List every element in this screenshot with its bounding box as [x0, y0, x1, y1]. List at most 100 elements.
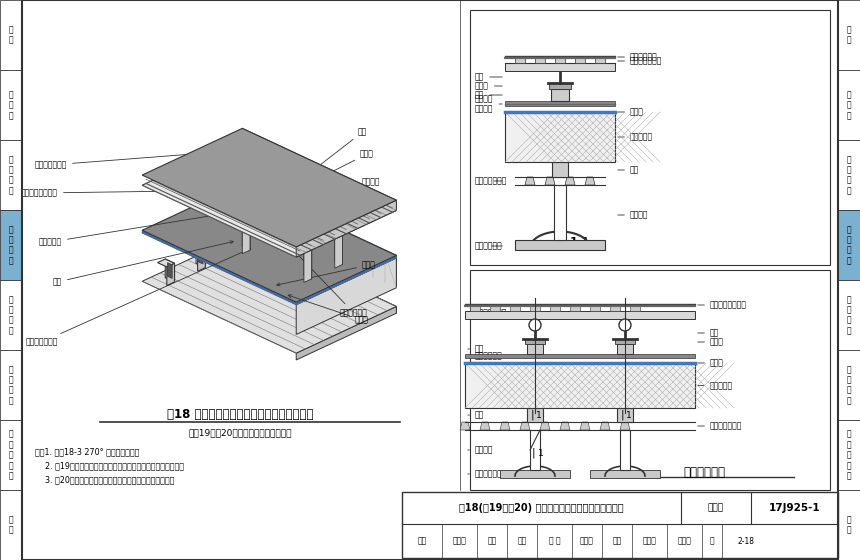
Polygon shape	[157, 259, 175, 267]
Bar	[838, 0, 860, 70]
Polygon shape	[565, 177, 575, 185]
Polygon shape	[235, 217, 250, 224]
Bar	[527, 344, 543, 354]
Polygon shape	[266, 203, 281, 209]
Text: 衬檩: 衬檩	[475, 91, 502, 100]
Circle shape	[619, 319, 631, 331]
Bar	[527, 408, 543, 422]
Bar	[515, 58, 525, 63]
Text: 衬檩: 衬檩	[288, 200, 374, 212]
Polygon shape	[142, 235, 396, 353]
Text: 林 莉: 林 莉	[549, 536, 561, 545]
Text: 屋面承重结构: 屋面承重结构	[468, 469, 503, 478]
Text: 防水卷材泛水: 防水卷材泛水	[468, 352, 503, 361]
Polygon shape	[525, 177, 535, 185]
Text: 常
用
板
型
表: 常 用 板 型 表	[847, 430, 851, 480]
Bar	[470, 270, 830, 490]
Text: 1: 1	[626, 410, 632, 419]
Polygon shape	[540, 422, 550, 430]
Polygon shape	[271, 188, 283, 197]
Text: 支架: 支架	[287, 128, 367, 190]
Bar	[838, 280, 860, 350]
Bar	[515, 240, 605, 250]
Text: 底
面
构
造: 底 面 构 造	[847, 365, 851, 405]
Polygon shape	[243, 235, 396, 313]
Polygon shape	[580, 422, 590, 430]
Polygon shape	[620, 422, 630, 430]
Text: 隔离垫: 隔离垫	[475, 82, 502, 91]
Text: 防水层或防水垫层: 防水层或防水垫层	[697, 301, 747, 310]
Text: |: |	[621, 410, 624, 420]
Polygon shape	[243, 221, 250, 254]
Polygon shape	[227, 227, 244, 235]
Polygon shape	[520, 422, 530, 430]
Polygon shape	[188, 245, 206, 253]
Bar	[0, 210, 22, 280]
Bar	[465, 354, 695, 358]
Text: 十十百: 十十百	[580, 536, 594, 545]
Polygon shape	[165, 259, 175, 282]
Bar	[610, 306, 620, 311]
Text: 防水卷材泛水: 防水卷材泛水	[276, 232, 368, 318]
Polygon shape	[273, 195, 281, 206]
Polygon shape	[142, 184, 396, 302]
Bar	[0, 420, 22, 490]
Text: |: |	[531, 410, 535, 420]
Bar	[550, 306, 560, 311]
Text: 2-18: 2-18	[738, 536, 754, 545]
Polygon shape	[237, 230, 242, 246]
Polygon shape	[296, 245, 311, 253]
Bar	[505, 63, 615, 71]
Polygon shape	[273, 203, 281, 236]
Polygon shape	[545, 177, 555, 185]
Bar	[470, 10, 830, 265]
Text: 屋18 双层压型金属板复合保温屋面构造示意: 屋18 双层压型金属板复合保温屋面构造示意	[167, 408, 313, 422]
Text: 目
录: 目 录	[9, 25, 13, 45]
Text: 图集号: 图集号	[708, 503, 724, 512]
Text: 屋18(屋19、屋20) 双层压型金属板复合保温屋面构造: 屋18(屋19、屋20) 双层压型金属板复合保温屋面构造	[459, 503, 624, 513]
Polygon shape	[327, 231, 342, 239]
Text: 附
录: 附 录	[9, 515, 13, 535]
Polygon shape	[302, 231, 314, 240]
Text: 1: 1	[536, 410, 542, 419]
Bar	[0, 280, 22, 350]
Bar	[500, 470, 570, 478]
Bar	[530, 430, 540, 470]
Text: 17J925-1: 17J925-1	[769, 503, 820, 513]
Polygon shape	[142, 138, 396, 257]
Bar	[838, 490, 860, 560]
Bar	[838, 70, 860, 140]
Circle shape	[529, 319, 541, 331]
Polygon shape	[335, 231, 342, 264]
Polygon shape	[296, 258, 396, 334]
Polygon shape	[333, 217, 345, 226]
Bar	[465, 363, 695, 408]
Polygon shape	[142, 185, 396, 304]
Text: 压型钢板持力板: 压型钢板持力板	[697, 422, 742, 431]
Bar	[510, 306, 520, 311]
Polygon shape	[243, 184, 396, 257]
Bar	[0, 490, 22, 560]
Text: |: |	[532, 448, 536, 458]
Text: 檩条: 檩条	[468, 410, 484, 419]
Bar	[838, 210, 860, 280]
Text: 压型钢板持力板: 压型钢板持力板	[475, 176, 507, 185]
Polygon shape	[243, 217, 250, 250]
Polygon shape	[235, 227, 244, 250]
Bar	[535, 58, 545, 63]
Text: 外层压型金属板: 外层压型金属板	[617, 57, 662, 66]
Bar	[615, 339, 635, 344]
Text: 防水层或防水垫层: 防水层或防水垫层	[21, 189, 254, 198]
Text: 设计: 设计	[612, 536, 622, 545]
Text: 隔汽层: 隔汽层	[697, 358, 724, 367]
Polygon shape	[240, 202, 252, 211]
Text: 屋
面
构
造: 屋 面 构 造	[9, 225, 13, 265]
Text: 支撑立柱: 支撑立柱	[617, 211, 648, 220]
Polygon shape	[237, 231, 244, 253]
Polygon shape	[302, 234, 314, 244]
Text: 支架: 支架	[697, 329, 719, 338]
Polygon shape	[460, 422, 470, 430]
Polygon shape	[335, 235, 342, 268]
Text: 防水卷材泛水: 防水卷材泛水	[617, 53, 658, 62]
Bar	[549, 83, 571, 89]
